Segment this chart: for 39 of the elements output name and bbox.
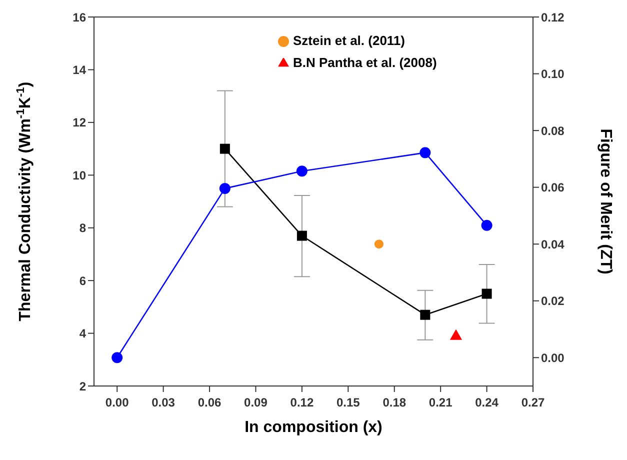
x-tick-label: 0.03 (152, 396, 176, 410)
x-axis-title: In composition (x) (244, 419, 382, 436)
x-tick-label: 0.15 (336, 396, 360, 410)
y-tick-label: 16 (72, 10, 86, 24)
x-tick-label: 0.21 (428, 396, 453, 410)
legend-label: Sztein et al. (2011) (293, 33, 405, 48)
point (420, 310, 430, 320)
y-tick-label: 8 (79, 221, 86, 236)
point (420, 147, 431, 158)
y-tick-label: 2 (79, 379, 86, 394)
y2-tick-label: 0.08 (541, 124, 565, 138)
point (481, 220, 492, 231)
x-tick-label: 0.00 (105, 396, 130, 410)
x-tick-label: 0.06 (198, 396, 222, 410)
y2-tick-label: 0.04 (541, 237, 565, 252)
y2-tick-label: 0.06 (541, 180, 565, 195)
point (219, 182, 230, 194)
x-tick-label: 0.24 (475, 396, 499, 410)
x-tick-label: 0.12 (290, 396, 314, 410)
x-tick-label: 0.09 (244, 396, 268, 410)
x-tick-label: 0.27 (521, 396, 545, 410)
point (112, 352, 123, 364)
y2-tick-label: 0.00 (541, 350, 565, 365)
point (296, 166, 308, 177)
point (482, 288, 492, 299)
y2-axis-title: Figure of Merit (ZT) (597, 128, 614, 274)
point (374, 240, 384, 249)
y-tick-label: 10 (72, 168, 86, 182)
point (220, 144, 230, 154)
y-tick-label: 12 (72, 116, 86, 130)
y2-tick-label: 0.12 (541, 10, 565, 24)
point (296, 230, 307, 241)
y-tick-label: 14 (72, 62, 86, 77)
y-tick-label: 4 (79, 326, 86, 341)
y-tick-label: 6 (79, 274, 86, 288)
x-tick-label: 0.18 (382, 396, 406, 410)
y2-tick-label: 0.10 (541, 67, 565, 82)
y2-tick-label: 0.02 (541, 294, 565, 308)
legend-label: B.N Pantha et al. (2008) (293, 55, 437, 70)
